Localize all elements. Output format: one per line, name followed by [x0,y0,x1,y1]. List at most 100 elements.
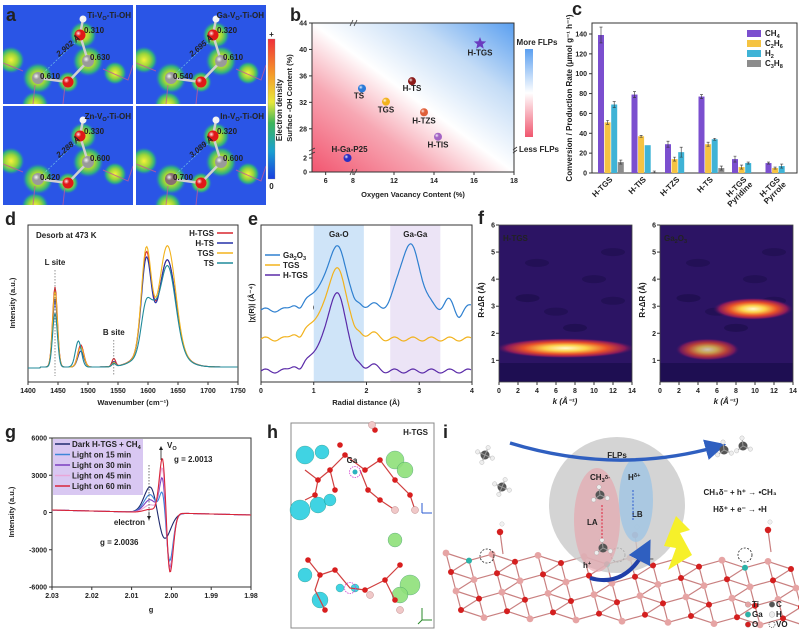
band-label: Ga-O [329,230,349,239]
bar [665,144,671,173]
legend-marker [745,601,751,608]
model-title: Ti-VO-Ti-OH [87,11,131,22]
legend-label: Dark H-TGS + CH4 [72,440,142,451]
x-tick-label: 10 [590,388,598,395]
light-icon [664,516,692,570]
y-tick-label: 6000 [31,436,47,443]
x-tick-label: 8 [351,178,355,185]
x-axis-label: Radial distance (Å) [332,398,400,407]
atom [550,609,556,616]
text-part: δ- [605,475,610,481]
x-tick-label: 1600 [140,388,156,395]
heatmap-maximum [499,338,632,359]
x-tick-label: 8 [734,388,738,395]
legend-label: H [776,610,782,619]
bar [671,159,678,173]
text-part: -Ti-OH [240,112,265,121]
bar [738,167,745,173]
text-part: 3 [684,239,687,245]
x-tick-label: 2.01 [125,593,139,600]
legend-label: Light on 60 min [72,482,131,491]
charge-label: 0.420 [40,173,61,182]
orbital-isosurface [295,445,315,465]
text-part: 2 [771,54,774,60]
bar [678,152,685,173]
y-axis-label: Intensity (a.u.) [8,277,17,328]
charge-label: 0.630 [90,53,111,62]
legend-marker [769,601,775,608]
text-part: 2 [294,256,297,262]
error-bar [639,134,643,138]
point-label: H-TS [403,84,422,93]
error-bar [619,159,623,165]
text-part: TGS [283,261,300,270]
orbital-isosurface [297,567,313,583]
electron-g-value: g = 2.0036 [100,538,139,547]
band-Ga-O [313,225,364,382]
text-part: -Ti-OH [240,11,265,20]
y-tick-label: 44 [299,21,307,28]
atom [317,572,323,578]
colorbar [267,38,276,180]
x-tick-label: 6 [324,178,328,185]
charge-label: 0.320 [217,127,238,136]
atom [706,601,712,608]
x-tick-label: 1 [312,388,316,395]
text-part: 2 [771,44,774,50]
atom [734,614,740,621]
atom [407,492,413,498]
atom [458,607,464,613]
error-bar [652,170,656,174]
panel-label: h [267,422,278,442]
y-tick-label: 5 [491,250,495,257]
text-part: H [774,59,780,68]
atom [770,577,776,584]
text-part: H [628,473,634,482]
text-part: δ+ [634,473,641,479]
legend-label: C3H8 [765,59,783,70]
series-line [52,457,251,573]
legend-label: Ti [752,600,759,609]
error-bar [612,101,616,108]
atom [392,597,398,603]
atom [572,616,580,624]
x-axis-label: k (Å⁻¹) [714,397,739,406]
point-label: H-TZS [412,116,436,125]
text-part: h [583,561,588,570]
atom [728,594,736,602]
text-part: O [235,16,240,22]
y-tick-label: 60 [579,111,587,118]
atom [654,581,662,588]
point-label: TGS [378,106,395,115]
error-bar [706,141,710,147]
y-tick-label: 3 [652,304,656,311]
atom [442,549,450,557]
structure-title: H-TGS [403,428,429,437]
colorbar-top-label: More FLPs [517,38,558,47]
oxygen-vacancy [479,548,495,564]
panel-label: g [5,422,16,442]
error-bar [780,163,784,169]
x-tick-label: 0 [658,388,662,395]
y-tick-label: 6 [491,223,495,230]
atom [392,477,398,483]
legend-label: H-TGS [283,271,309,280]
y-tick-label: 2 [652,331,656,338]
heatmap-title: H-TGS [503,234,529,243]
atom [315,477,321,483]
error-bar [733,155,737,163]
series-line [260,243,472,319]
atom [448,569,454,575]
flps-label: FLPs [607,451,627,460]
x-tick-label: 16 [470,178,478,185]
atom [700,582,708,589]
annotation: B site [103,328,125,337]
atom [636,592,644,600]
x-tick-label: 1.98 [244,593,258,600]
atom [614,599,620,606]
text-part: Ga [283,251,294,260]
panel-h-structure: H-TGS Ga h [267,421,435,629]
